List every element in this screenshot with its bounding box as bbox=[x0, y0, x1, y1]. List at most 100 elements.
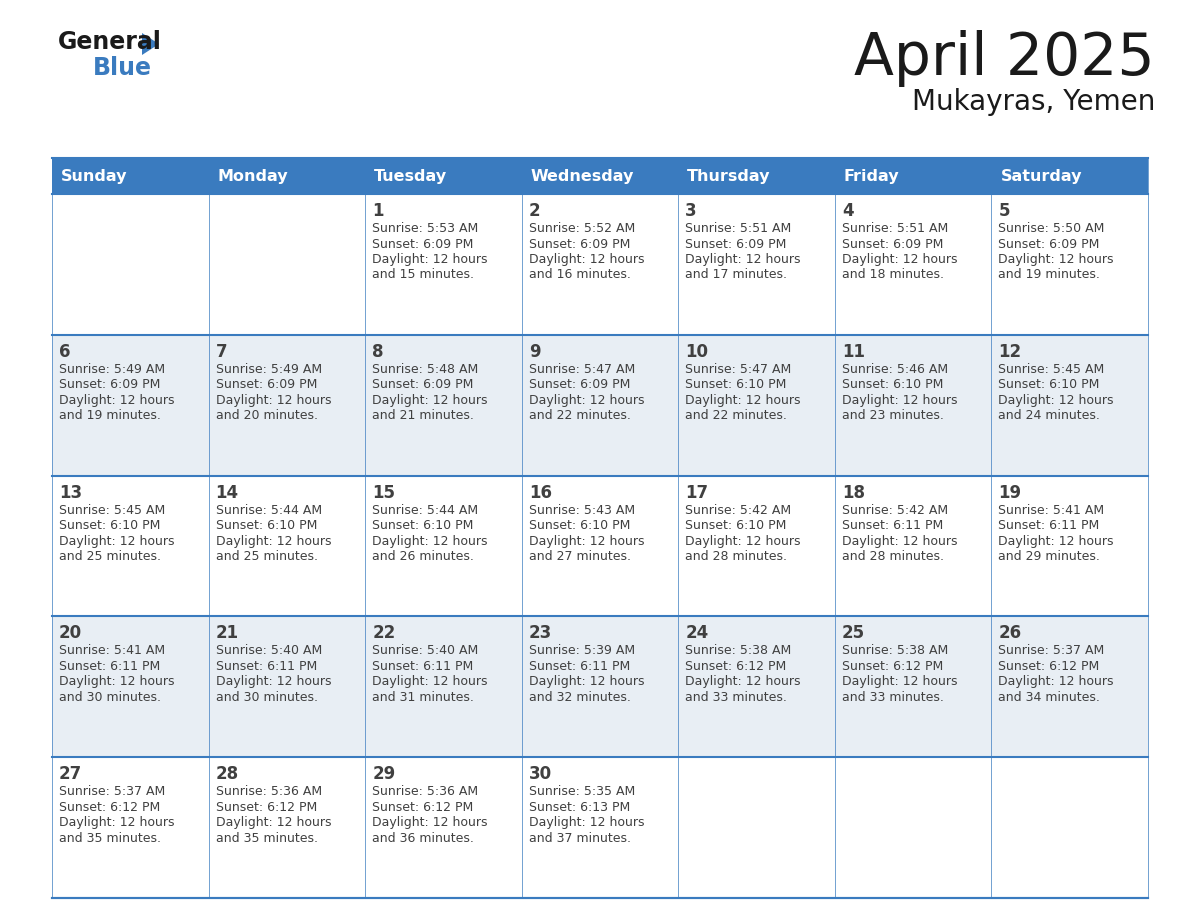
Text: Sunrise: 5:36 AM: Sunrise: 5:36 AM bbox=[372, 785, 479, 798]
Text: and 33 minutes.: and 33 minutes. bbox=[842, 691, 943, 704]
Bar bbox=[52, 158, 209, 194]
Text: and 20 minutes.: and 20 minutes. bbox=[215, 409, 317, 422]
Text: Sunrise: 5:39 AM: Sunrise: 5:39 AM bbox=[529, 644, 634, 657]
Text: Daylight: 12 hours: Daylight: 12 hours bbox=[59, 816, 175, 829]
Text: Sunrise: 5:50 AM: Sunrise: 5:50 AM bbox=[998, 222, 1105, 235]
Text: Blue: Blue bbox=[93, 56, 152, 80]
Text: Daylight: 12 hours: Daylight: 12 hours bbox=[998, 394, 1114, 407]
Text: Daylight: 12 hours: Daylight: 12 hours bbox=[529, 534, 644, 548]
Text: Sunrise: 5:37 AM: Sunrise: 5:37 AM bbox=[59, 785, 165, 798]
Bar bbox=[992, 158, 1148, 194]
Text: Daylight: 12 hours: Daylight: 12 hours bbox=[215, 394, 331, 407]
Text: and 29 minutes.: and 29 minutes. bbox=[998, 550, 1100, 563]
Text: Daylight: 12 hours: Daylight: 12 hours bbox=[998, 676, 1114, 688]
Text: Daylight: 12 hours: Daylight: 12 hours bbox=[372, 534, 487, 548]
Text: and 28 minutes.: and 28 minutes. bbox=[685, 550, 788, 563]
Text: and 35 minutes.: and 35 minutes. bbox=[59, 832, 162, 845]
Text: Sunrise: 5:42 AM: Sunrise: 5:42 AM bbox=[842, 504, 948, 517]
Text: Daylight: 12 hours: Daylight: 12 hours bbox=[59, 676, 175, 688]
Bar bbox=[522, 757, 678, 898]
Text: 6: 6 bbox=[59, 342, 70, 361]
Text: Daylight: 12 hours: Daylight: 12 hours bbox=[998, 253, 1114, 266]
Text: and 35 minutes.: and 35 minutes. bbox=[215, 832, 317, 845]
Text: Sunrise: 5:46 AM: Sunrise: 5:46 AM bbox=[842, 363, 948, 375]
Bar bbox=[209, 194, 365, 335]
Bar bbox=[52, 194, 209, 335]
Text: Sunrise: 5:47 AM: Sunrise: 5:47 AM bbox=[685, 363, 791, 375]
Bar bbox=[522, 158, 678, 194]
Bar bbox=[52, 757, 209, 898]
Text: Daylight: 12 hours: Daylight: 12 hours bbox=[215, 534, 331, 548]
Text: Sunrise: 5:47 AM: Sunrise: 5:47 AM bbox=[529, 363, 634, 375]
Text: Sunset: 6:12 PM: Sunset: 6:12 PM bbox=[215, 800, 317, 813]
Bar bbox=[992, 194, 1148, 335]
Bar bbox=[835, 476, 992, 616]
Bar bbox=[678, 757, 835, 898]
Bar bbox=[365, 616, 522, 757]
Bar bbox=[992, 616, 1148, 757]
Bar bbox=[209, 476, 365, 616]
Text: and 22 minutes.: and 22 minutes. bbox=[685, 409, 788, 422]
Text: Sunset: 6:10 PM: Sunset: 6:10 PM bbox=[529, 519, 630, 532]
Text: and 28 minutes.: and 28 minutes. bbox=[842, 550, 943, 563]
Text: Sunset: 6:09 PM: Sunset: 6:09 PM bbox=[842, 238, 943, 251]
Text: Sunrise: 5:37 AM: Sunrise: 5:37 AM bbox=[998, 644, 1105, 657]
Text: and 32 minutes.: and 32 minutes. bbox=[529, 691, 631, 704]
Bar bbox=[522, 194, 678, 335]
Text: Daylight: 12 hours: Daylight: 12 hours bbox=[59, 534, 175, 548]
Text: Sunset: 6:11 PM: Sunset: 6:11 PM bbox=[215, 660, 317, 673]
Text: 16: 16 bbox=[529, 484, 551, 501]
Text: 20: 20 bbox=[59, 624, 82, 643]
Text: and 27 minutes.: and 27 minutes. bbox=[529, 550, 631, 563]
Text: Sunrise: 5:51 AM: Sunrise: 5:51 AM bbox=[685, 222, 791, 235]
Bar bbox=[209, 158, 365, 194]
Text: Daylight: 12 hours: Daylight: 12 hours bbox=[529, 253, 644, 266]
Text: 9: 9 bbox=[529, 342, 541, 361]
Text: Daylight: 12 hours: Daylight: 12 hours bbox=[842, 534, 958, 548]
Text: Sunrise: 5:36 AM: Sunrise: 5:36 AM bbox=[215, 785, 322, 798]
Text: Sunrise: 5:38 AM: Sunrise: 5:38 AM bbox=[842, 644, 948, 657]
Text: 3: 3 bbox=[685, 202, 697, 220]
Text: 12: 12 bbox=[998, 342, 1022, 361]
Text: and 23 minutes.: and 23 minutes. bbox=[842, 409, 943, 422]
Text: Sunset: 6:09 PM: Sunset: 6:09 PM bbox=[529, 378, 630, 391]
Bar bbox=[365, 335, 522, 476]
Text: and 37 minutes.: and 37 minutes. bbox=[529, 832, 631, 845]
Text: Sunset: 6:10 PM: Sunset: 6:10 PM bbox=[59, 519, 160, 532]
Text: and 21 minutes.: and 21 minutes. bbox=[372, 409, 474, 422]
Text: Sunrise: 5:41 AM: Sunrise: 5:41 AM bbox=[998, 504, 1105, 517]
Text: Daylight: 12 hours: Daylight: 12 hours bbox=[529, 816, 644, 829]
Text: 23: 23 bbox=[529, 624, 552, 643]
Text: and 25 minutes.: and 25 minutes. bbox=[59, 550, 162, 563]
Text: Daylight: 12 hours: Daylight: 12 hours bbox=[685, 394, 801, 407]
Text: 2: 2 bbox=[529, 202, 541, 220]
Text: 1: 1 bbox=[372, 202, 384, 220]
Bar bbox=[678, 616, 835, 757]
Bar bbox=[678, 158, 835, 194]
Text: and 24 minutes.: and 24 minutes. bbox=[998, 409, 1100, 422]
Bar bbox=[365, 476, 522, 616]
Text: Daylight: 12 hours: Daylight: 12 hours bbox=[685, 253, 801, 266]
Text: Daylight: 12 hours: Daylight: 12 hours bbox=[215, 816, 331, 829]
Text: Sunrise: 5:49 AM: Sunrise: 5:49 AM bbox=[59, 363, 165, 375]
Text: 11: 11 bbox=[842, 342, 865, 361]
Text: Sunset: 6:09 PM: Sunset: 6:09 PM bbox=[59, 378, 160, 391]
Text: 10: 10 bbox=[685, 342, 708, 361]
Text: Sunset: 6:10 PM: Sunset: 6:10 PM bbox=[215, 519, 317, 532]
Text: Sunrise: 5:40 AM: Sunrise: 5:40 AM bbox=[215, 644, 322, 657]
Text: 5: 5 bbox=[998, 202, 1010, 220]
Text: Sunset: 6:09 PM: Sunset: 6:09 PM bbox=[215, 378, 317, 391]
Bar bbox=[52, 335, 209, 476]
Text: Sunset: 6:12 PM: Sunset: 6:12 PM bbox=[59, 800, 160, 813]
Text: Sunset: 6:09 PM: Sunset: 6:09 PM bbox=[372, 238, 474, 251]
Text: Sunrise: 5:43 AM: Sunrise: 5:43 AM bbox=[529, 504, 634, 517]
Text: 7: 7 bbox=[215, 342, 227, 361]
Text: Sunset: 6:11 PM: Sunset: 6:11 PM bbox=[529, 660, 630, 673]
Text: Monday: Monday bbox=[217, 169, 289, 184]
Text: and 31 minutes.: and 31 minutes. bbox=[372, 691, 474, 704]
Text: Daylight: 12 hours: Daylight: 12 hours bbox=[842, 394, 958, 407]
Bar bbox=[522, 616, 678, 757]
Bar bbox=[52, 616, 209, 757]
Text: Daylight: 12 hours: Daylight: 12 hours bbox=[685, 534, 801, 548]
Text: 29: 29 bbox=[372, 766, 396, 783]
